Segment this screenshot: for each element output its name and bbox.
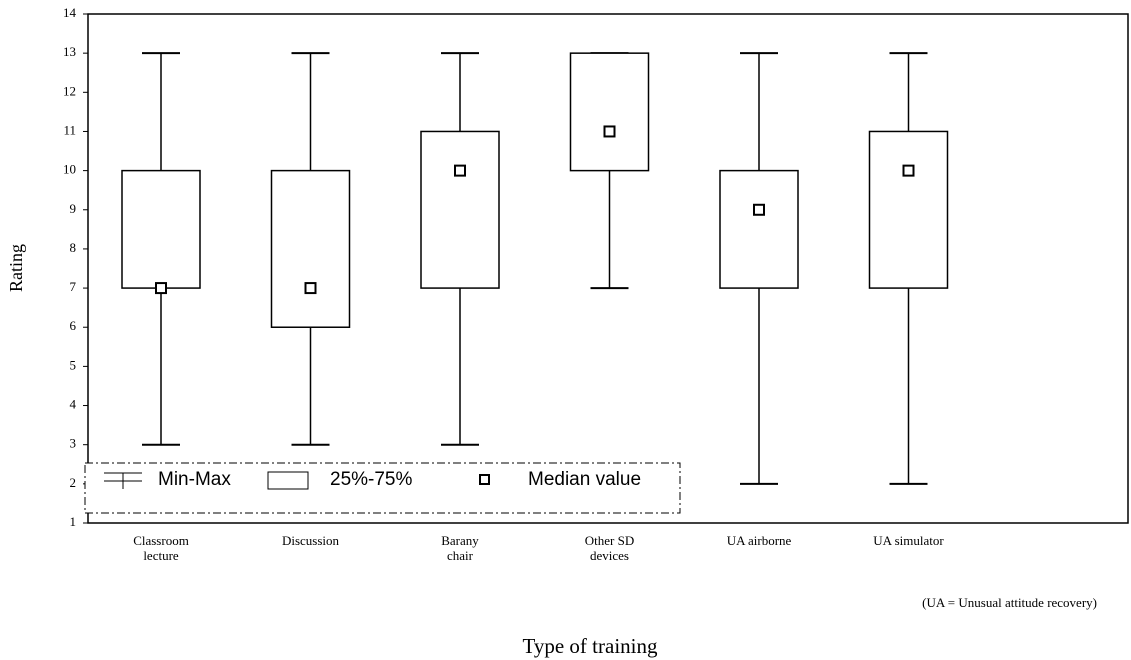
iqr-box [719,169,799,289]
y-tick-label: 10 [63,162,76,177]
y-tick-label: 3 [70,436,77,451]
legend-box [84,462,681,514]
median [753,203,765,216]
x-tick-label-line: UA airborne [727,533,792,548]
x-tick-label-line: lecture [143,548,179,563]
median [454,164,466,177]
y-tick-label: 11 [63,122,76,137]
median [902,164,915,177]
x-tick-label-line: chair [447,548,474,563]
iqr-box [569,52,650,172]
y-tick-label: 9 [70,201,77,216]
y-tick-label: 7 [70,279,77,294]
legend-label: Min-Max [158,469,231,490]
x-tick-label: UA simulator [873,533,944,548]
y-tick-label: 12 [63,83,76,98]
iqr-box [121,169,201,289]
y-tick-label: 5 [70,357,77,372]
legend-median-icon [479,474,490,485]
x-tick-label-line: Discussion [282,533,340,548]
y-tick-label: 1 [70,514,77,529]
x-tick-label: Classroom lecture [133,533,189,563]
x-axis-label: Type of training [523,634,658,658]
legend-label: Median value [528,469,641,490]
legend-label: 25%-75% [330,469,412,490]
iqr-box [420,130,500,289]
median [304,282,317,295]
x-tick-label-line: Other SD [585,533,634,548]
x-tick-label: Other SD devices [585,533,634,563]
x-tick-label: Discussion [282,533,340,548]
iqr-box [270,169,351,328]
y-tick-label: 13 [63,44,76,59]
note: (UA = Unusual attitude recovery) [922,595,1097,610]
y-tick-label: 14 [63,5,77,20]
median [155,282,167,295]
y-axis-label: Rating [6,244,26,292]
plot-frame [87,13,1129,524]
x-tick-label-line: Barany [441,533,479,548]
x-tick-label-line: devices [590,548,629,563]
y-tick-label: 4 [70,397,77,412]
iqr-box [868,130,949,289]
y-tick-label: 2 [70,475,77,490]
legend-icons [104,471,490,490]
x-tick-label-line: UA simulator [873,533,944,548]
y-tick-label: 8 [70,240,77,255]
x-tick-label: Barany chair [441,533,479,563]
legend-box-icon [267,471,309,490]
y-tick-label: 6 [70,318,77,333]
x-tick-label-line: Classroom [133,533,189,548]
x-tick-label: UA airborne [727,533,792,548]
median [603,125,616,138]
